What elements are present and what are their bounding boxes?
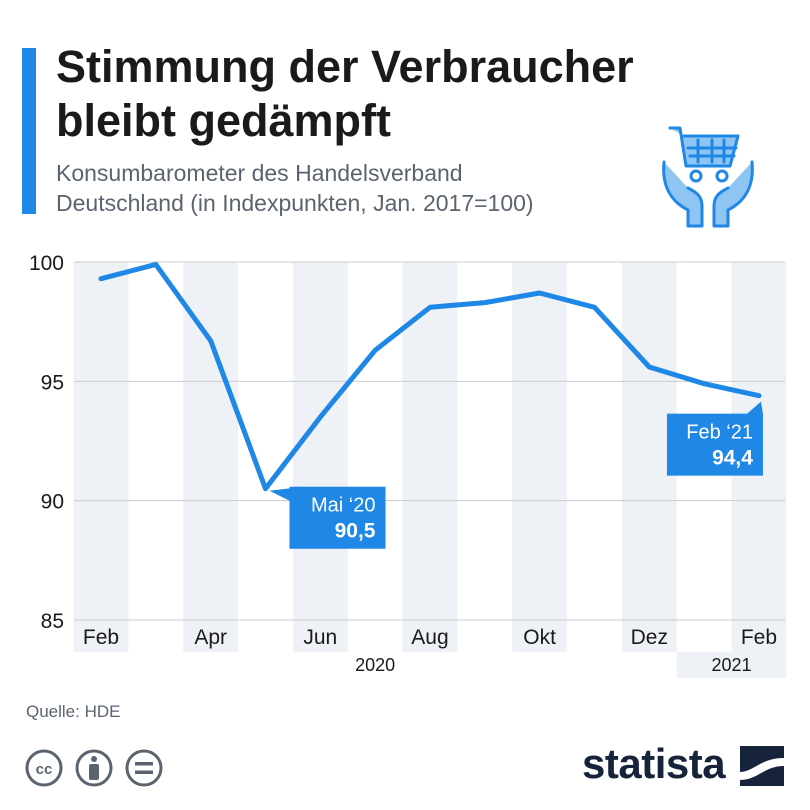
x-tick-label: Feb	[741, 626, 777, 649]
brand-name: statista	[582, 740, 726, 787]
series-line	[98, 261, 762, 492]
x-tick-label: Okt	[523, 626, 556, 649]
subtitle-line-2: Deutschland (in Indexpunkten, Jan. 2017=…	[56, 190, 534, 216]
callout-label: Mai ‘20	[311, 495, 375, 517]
accent-bar	[22, 48, 36, 214]
x-tick-label: Aug	[411, 626, 448, 649]
y-tick-label: 95	[41, 371, 64, 394]
gridlines	[74, 261, 785, 621]
chart-subtitle: Konsumbarometer des Handelsverband Deuts…	[56, 158, 656, 218]
month-band	[183, 262, 239, 652]
y-tick-label: 90	[41, 491, 64, 514]
no-derivatives-icon	[125, 749, 163, 787]
attribution-icon	[75, 749, 113, 787]
year-label: 2021	[712, 655, 752, 675]
line-chart: 100 95 90 85 Feb Apr Jun Aug Okt Dez Feb 2020 2021…	[29, 252, 787, 678]
title-line-2: bleibt gedämpft	[56, 95, 391, 146]
series	[98, 261, 762, 492]
source-note: Quelle: HDE	[26, 702, 121, 721]
y-axis: 100 95 90 85	[29, 252, 64, 633]
annotations: Mai ‘20 90,5 Feb ‘21 94,4	[269, 401, 763, 549]
title-line-1: Stimmung der Verbraucher	[56, 41, 634, 92]
callout-box	[289, 486, 386, 549]
month-band	[512, 262, 568, 652]
month-band	[402, 262, 458, 652]
month-band	[292, 262, 348, 652]
statista-logo-icon	[740, 746, 784, 786]
y-tick-label: 100	[29, 252, 64, 275]
license-icons: cc	[25, 749, 163, 787]
year-label: 2020	[355, 655, 395, 675]
year-band	[676, 652, 787, 678]
month-bands	[73, 262, 787, 652]
callout-pointer	[744, 401, 763, 416]
year-axis: 2020 2021	[355, 652, 787, 678]
callout-label: Feb ‘21	[686, 422, 753, 444]
x-axis: Feb Apr Jun Aug Okt Dez Feb	[83, 626, 777, 649]
x-tick-label: Feb	[83, 626, 119, 649]
callout-box	[666, 413, 763, 476]
shopping-cart-hands-icon	[662, 126, 754, 228]
callout-value: 94,4	[712, 447, 753, 470]
subtitle-line-1: Konsumbarometer des Handelsverband	[56, 160, 463, 186]
y-tick-label: 85	[41, 610, 64, 633]
x-tick-label: Dez	[631, 626, 668, 649]
chart-title: Stimmung der Verbraucher bleibt gedämpft	[56, 40, 736, 148]
cc-icon: cc	[25, 749, 63, 787]
x-tick-label: Jun	[303, 626, 337, 649]
svg-text:cc: cc	[36, 761, 53, 778]
month-band	[73, 262, 129, 652]
x-tick-label: Apr	[194, 626, 227, 649]
callout-value: 90,5	[335, 520, 376, 543]
